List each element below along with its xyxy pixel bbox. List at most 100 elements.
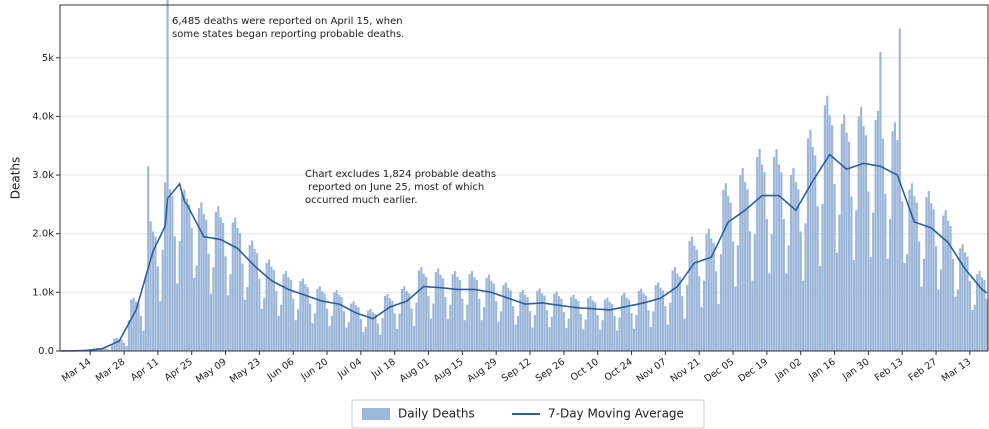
bar xyxy=(287,277,290,351)
bar xyxy=(963,252,967,351)
bar xyxy=(669,302,672,351)
bar xyxy=(267,259,271,351)
bar xyxy=(686,285,689,351)
bar xyxy=(214,211,217,351)
bar xyxy=(811,146,814,351)
annotation: occurred much earlier. xyxy=(305,195,418,206)
bar xyxy=(835,252,839,351)
bar xyxy=(874,119,877,351)
bar xyxy=(183,189,186,351)
annotation: 6,485 deaths were reported on April 15, … xyxy=(172,16,403,27)
bar xyxy=(195,265,198,351)
bar xyxy=(352,301,355,351)
bar xyxy=(918,241,921,351)
bar xyxy=(843,114,846,352)
bar xyxy=(323,293,326,351)
bar xyxy=(139,316,143,351)
bar xyxy=(531,327,534,351)
bar xyxy=(417,270,420,351)
bar xyxy=(635,314,638,351)
bar xyxy=(470,270,474,351)
bar xyxy=(939,269,942,351)
bar xyxy=(212,267,215,351)
bar xyxy=(226,295,230,351)
bar xyxy=(780,172,783,351)
legend-label: Daily Deaths xyxy=(398,407,475,421)
bar xyxy=(690,236,694,351)
bar xyxy=(398,313,401,351)
bar xyxy=(243,299,246,351)
bar xyxy=(246,287,249,351)
bar xyxy=(345,327,348,351)
bar xyxy=(611,303,614,351)
bar xyxy=(538,288,541,351)
bar xyxy=(642,293,645,351)
bar xyxy=(499,311,503,351)
bar xyxy=(715,271,718,351)
bar xyxy=(867,191,870,351)
bar xyxy=(707,229,710,351)
bar xyxy=(526,297,529,351)
bar xyxy=(434,271,437,351)
bar xyxy=(625,297,628,351)
bar xyxy=(456,277,459,351)
bar xyxy=(405,291,408,351)
bar xyxy=(620,295,623,351)
bar xyxy=(299,281,302,351)
bar xyxy=(127,320,130,351)
bar xyxy=(710,238,713,351)
bar xyxy=(896,139,899,351)
bar xyxy=(799,231,802,351)
bar xyxy=(282,274,285,351)
bar xyxy=(758,148,761,351)
bar xyxy=(521,290,524,351)
bar xyxy=(340,297,343,351)
bar xyxy=(475,280,478,351)
bar xyxy=(176,283,179,351)
bar xyxy=(942,215,945,351)
bar xyxy=(673,267,677,351)
annotation: Chart excludes 1,824 probable deaths xyxy=(305,169,496,180)
bar xyxy=(178,241,181,351)
bar xyxy=(797,189,800,351)
x-tick-label: Jan 02 xyxy=(772,356,804,383)
bar xyxy=(613,316,616,351)
bar xyxy=(731,241,735,351)
bar xyxy=(492,283,495,351)
bar xyxy=(722,189,725,351)
x-tick-label: Mar 13 xyxy=(940,356,973,384)
bar xyxy=(284,270,288,351)
x-tick-label: Feb 27 xyxy=(907,356,939,383)
x-tick-label: Dec 19 xyxy=(736,356,770,384)
bar xyxy=(113,338,116,351)
bar xyxy=(606,297,609,351)
bar xyxy=(910,183,913,351)
bar xyxy=(898,28,901,351)
bar xyxy=(579,314,582,351)
bar xyxy=(391,300,394,351)
bar xyxy=(852,260,855,351)
bar xyxy=(630,313,633,351)
bar xyxy=(528,311,532,351)
bar xyxy=(376,323,379,351)
bar xyxy=(487,274,491,351)
bar xyxy=(188,204,191,351)
bar xyxy=(490,280,493,351)
bar xyxy=(122,342,126,351)
bar xyxy=(277,315,280,351)
bar xyxy=(717,304,720,351)
y-tick-label: 0.0 xyxy=(38,346,54,357)
bar xyxy=(570,296,573,351)
bar xyxy=(432,303,435,351)
bar xyxy=(596,315,599,351)
bar xyxy=(961,244,964,351)
moving-average-line xyxy=(61,153,988,352)
bar xyxy=(478,298,481,351)
x-tick-label: Oct 24 xyxy=(603,356,635,383)
bar xyxy=(586,298,590,351)
bar xyxy=(367,310,370,351)
bar xyxy=(516,315,520,351)
legend-swatch xyxy=(362,408,390,420)
bar xyxy=(572,294,575,351)
